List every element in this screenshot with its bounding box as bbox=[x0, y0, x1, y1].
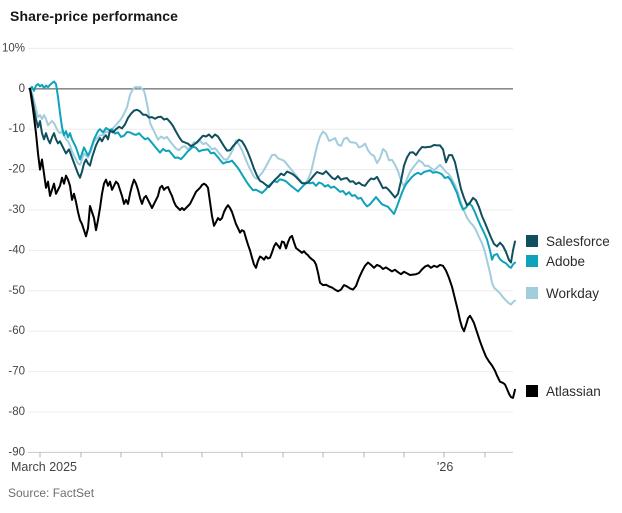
series-line-atlassian bbox=[29, 87, 516, 399]
legend-item-adobe: Adobe bbox=[526, 253, 586, 269]
y-axis-label: -20 bbox=[8, 164, 25, 176]
workday-swatch-icon bbox=[526, 287, 538, 299]
legend-label: Workday bbox=[546, 285, 600, 301]
y-axis-label: -40 bbox=[8, 244, 25, 256]
legend-item-atlassian: Atlassian bbox=[526, 383, 601, 399]
y-axis-label: -80 bbox=[8, 406, 25, 418]
x-axis-start-label: March 2025 bbox=[11, 460, 78, 474]
legend-label: Salesforce bbox=[546, 233, 610, 249]
salesforce-swatch-icon bbox=[526, 235, 538, 247]
series-line-workday bbox=[29, 85, 516, 306]
atlassian-swatch-icon bbox=[526, 385, 538, 397]
y-axis-label: -10 bbox=[8, 123, 25, 135]
y-axis-label: -30 bbox=[8, 204, 25, 216]
series-line-salesforce bbox=[29, 87, 516, 264]
chart-title: Share-price performance bbox=[10, 8, 179, 24]
adobe-swatch-icon bbox=[526, 255, 538, 267]
legend-item-workday: Workday bbox=[526, 285, 600, 301]
legend-label: Atlassian bbox=[546, 383, 601, 399]
y-axis-label: -90 bbox=[8, 446, 25, 458]
y-axis-label: 10% bbox=[2, 42, 25, 54]
x-axis-year-label: ’26 bbox=[436, 460, 454, 474]
legend-item-salesforce: Salesforce bbox=[526, 233, 610, 249]
y-axis-label: 0 bbox=[19, 83, 25, 95]
y-axis-label: -50 bbox=[8, 285, 25, 297]
source-attribution: Source: FactSet bbox=[8, 486, 95, 500]
series-line-adobe bbox=[29, 80, 516, 269]
y-axis-label: -60 bbox=[8, 325, 25, 337]
legend-label: Adobe bbox=[546, 253, 586, 269]
y-axis-label: -70 bbox=[8, 366, 25, 378]
